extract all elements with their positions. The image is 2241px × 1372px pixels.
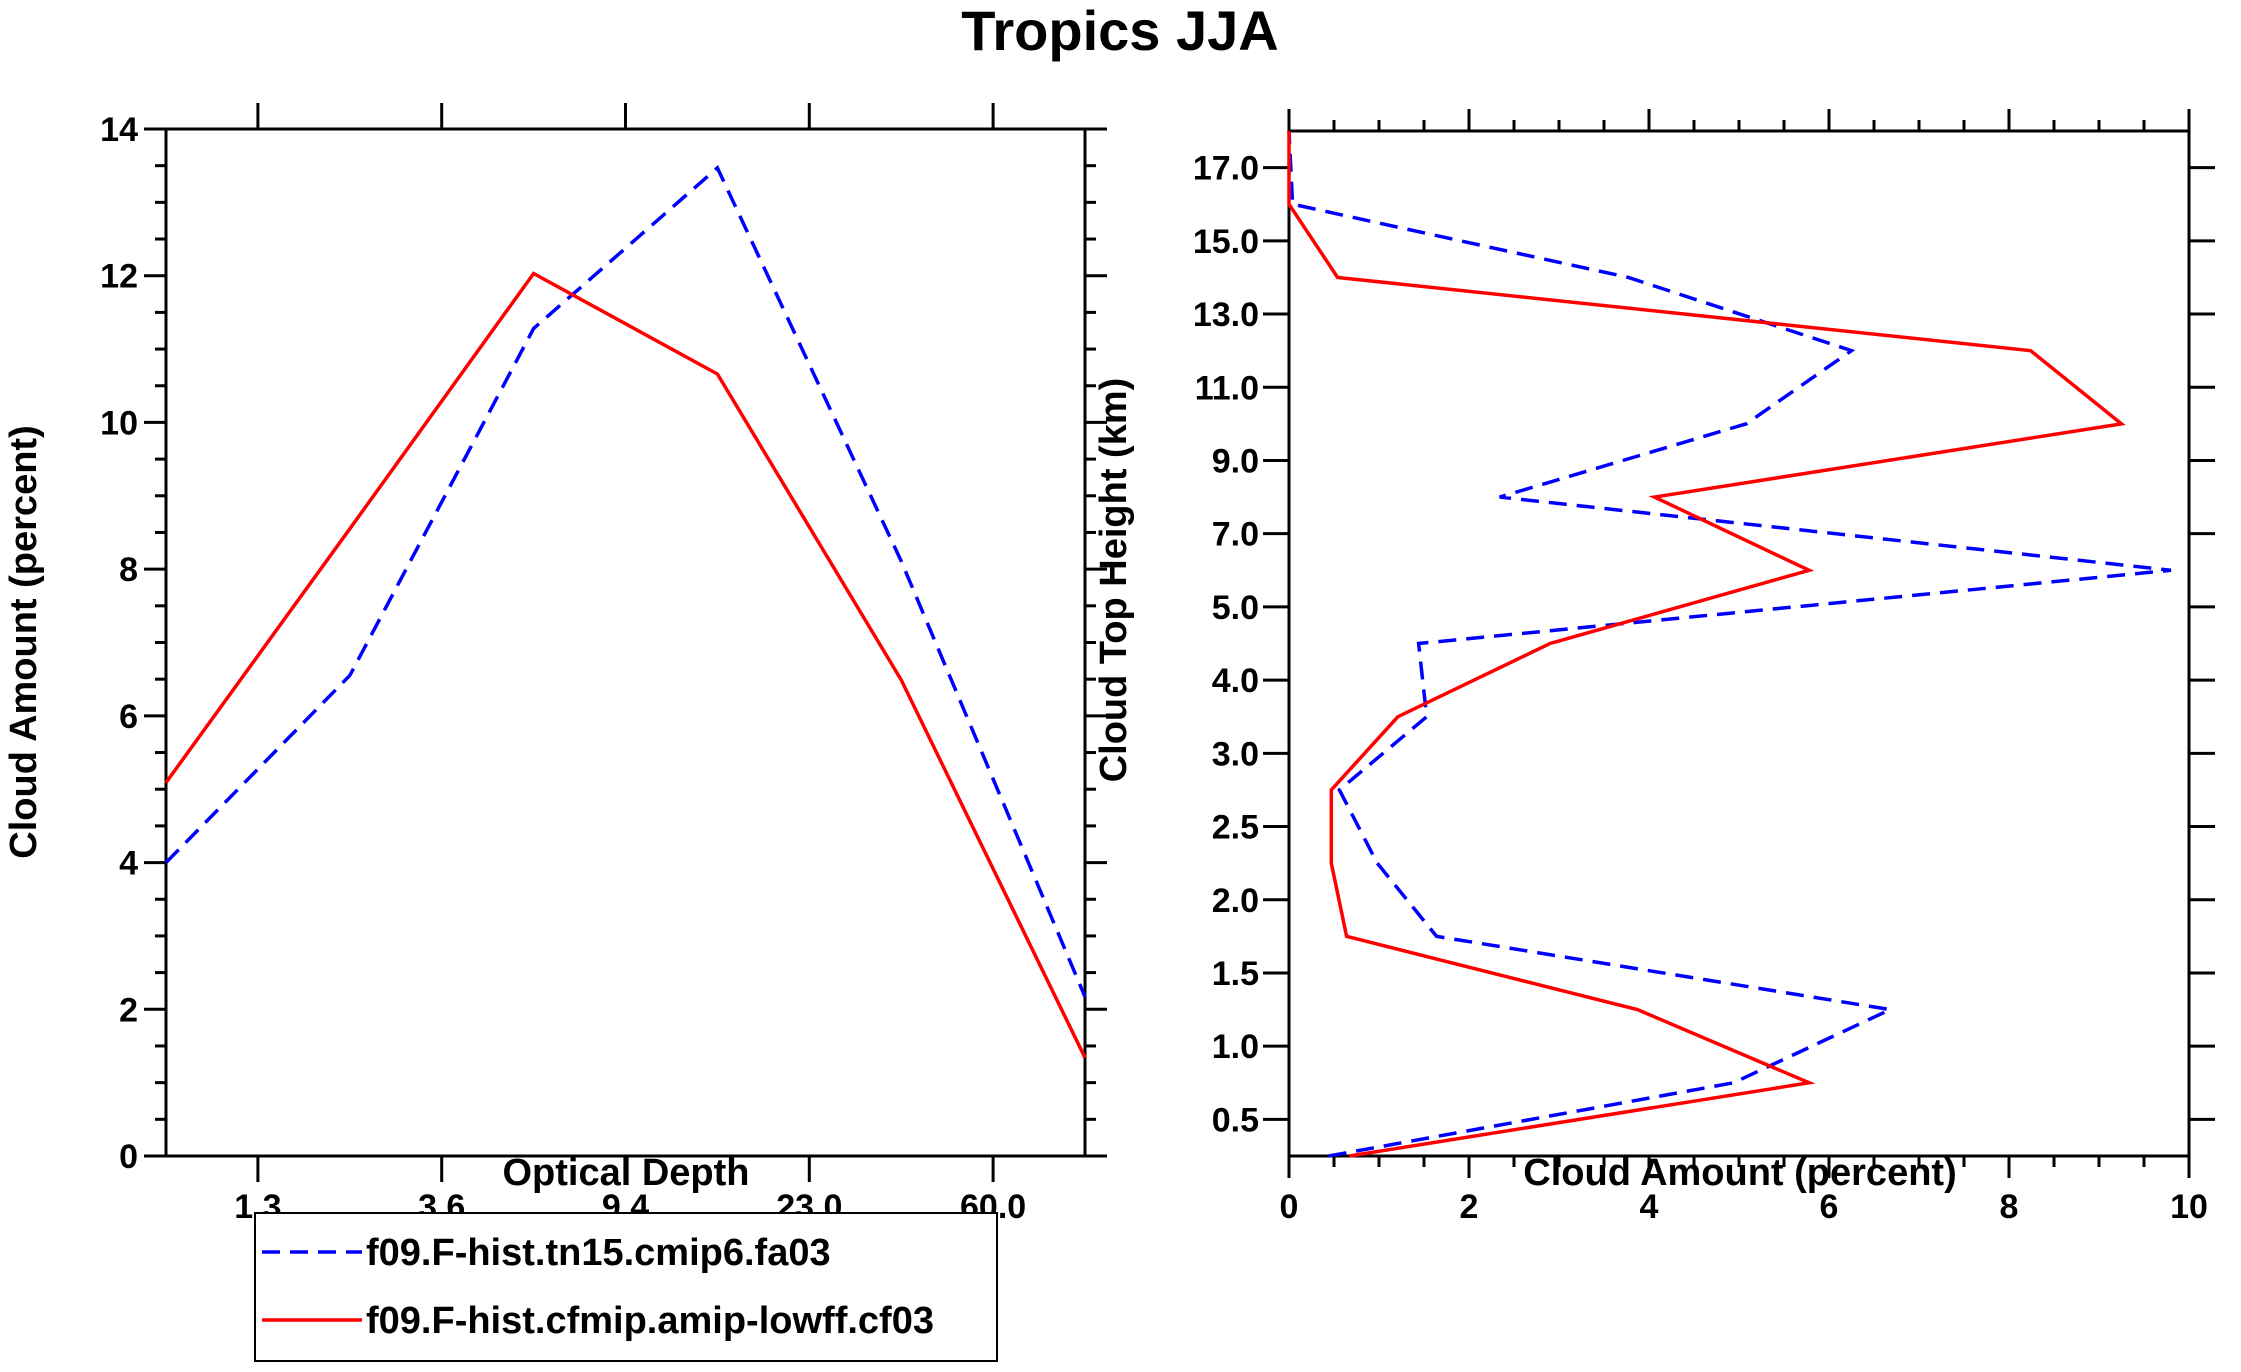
y-tick-label: 9.0 [1212,442,1259,480]
x-tick-label: 8 [2000,1188,2019,1226]
left-x-axis-label: Optical Depth [502,1152,749,1194]
series-line-2 [1287,131,2126,1158]
y-tick-label: 0 [119,1138,138,1176]
x-tick-label: 6 [1820,1188,1839,1226]
series-line-1 [164,165,1087,998]
y-tick-label: 13.0 [1193,296,1259,334]
y-tick-label: 1.0 [1212,1028,1259,1066]
y-tick-label: 12 [100,258,138,296]
y-tick-label: 4.0 [1212,662,1259,700]
x-tick-label: 0 [1280,1188,1299,1226]
y-tick-label: 0.5 [1212,1101,1259,1139]
legend: f09.F-hist.tn15.cmip6.fa03 f09.F-hist.cf… [254,1212,998,1362]
series-line-2 [164,271,1087,1059]
y-tick-label: 2.5 [1212,809,1259,847]
legend-label-2: f09.F-hist.cfmip.amip-lowff.cf03 [366,1300,934,1342]
right-x-axis-label: Cloud Amount (percent) [1523,1152,1956,1194]
y-tick-label: 2 [119,991,138,1029]
y-tick-label: 3.0 [1212,735,1259,773]
x-tick-label: 4 [1640,1188,1659,1226]
y-tick-label: 8 [119,551,138,589]
x-tick-label: 2 [1460,1188,1479,1226]
legend-label-1: f09.F-hist.tn15.cmip6.fa03 [366,1232,831,1274]
y-tick-label: 11.0 [1195,369,1259,407]
right-plot: 0 2 4 6 8 10 0.5 1.0 1.5 2.0 2.5 3.0 4.0 5.0 7.0 9.0 11.… [1193,109,2215,1226]
y-tick-label: 4 [119,845,138,883]
y-tick-label: 15.0 [1193,223,1259,261]
y-tick-label: 14 [100,111,138,149]
y-tick-label: 5.0 [1212,589,1259,627]
chart-title: Tropics JJA [961,0,1278,62]
y-tick-label: 2.0 [1212,882,1259,920]
y-tick-label: 10 [100,404,138,442]
right-y-axis-label: Cloud Top Height (km) [1093,378,1135,783]
y-tick-label: 7.0 [1212,516,1259,554]
plot-frame [164,127,1087,1158]
x-tick-label: 10 [2170,1188,2208,1226]
left-y-axis-label: Cloud Amount (percent) [3,425,45,858]
series-line-1 [1287,130,2172,1158]
y-tick-label: 1.5 [1212,955,1259,993]
y-tick-label: 17.0 [1193,150,1259,188]
y-tick-label: 6 [119,698,138,736]
